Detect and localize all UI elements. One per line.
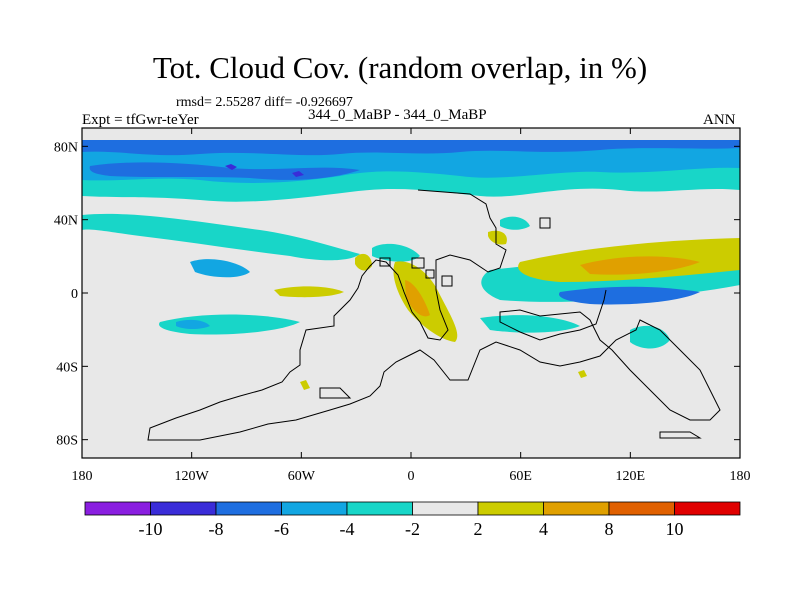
colorbar-label: -10 <box>139 519 163 539</box>
contour-region <box>82 213 360 261</box>
contour-region <box>159 314 300 335</box>
lon-tick-label: 0 <box>408 469 415 484</box>
lon-tick-label: 120E <box>616 469 646 484</box>
latitude-ticks: 80N 40N 0 40S 80S <box>54 140 740 449</box>
colorbar-labels: -10 -8 -6 -4 -2 2 4 8 10 <box>139 519 684 539</box>
lat-tick-label: 40N <box>54 214 78 229</box>
coastline-africa-eurasia <box>147 189 721 441</box>
season-label: ANN <box>703 112 736 128</box>
contour-region <box>190 259 250 278</box>
contour-region <box>488 230 507 245</box>
rmsd-diff-stats: rmsd= 2.55287 diff= -0.926697 <box>176 95 353 110</box>
contour-region <box>630 325 670 349</box>
contour-region <box>500 216 530 230</box>
contour-region <box>225 164 304 177</box>
anomaly-contours <box>82 140 740 390</box>
case-comparison-label: 344_0_MaBP - 344_0_MaBP <box>308 107 487 123</box>
colorbar-swatch <box>84 501 151 516</box>
colorbar-label: 8 <box>605 519 614 539</box>
lon-tick-label: 60E <box>509 469 532 484</box>
coastlines <box>147 189 721 441</box>
colorbar <box>84 501 741 516</box>
colorbar-swatch <box>412 501 479 516</box>
colorbar-swatch <box>543 501 610 516</box>
lat-tick-label: 80N <box>54 140 78 155</box>
contour-region <box>89 162 360 180</box>
contour-region <box>405 280 430 317</box>
map-title: Tot. Cloud Cov. (random overlap, in %) <box>152 50 648 85</box>
colorbar-label: -2 <box>405 519 420 539</box>
colorbar-swatch <box>674 501 741 516</box>
contour-region <box>176 319 210 329</box>
colorbar-label: 4 <box>539 519 548 539</box>
contour-region <box>300 380 310 390</box>
coastline-islands <box>319 217 702 439</box>
lon-tick-label: 180 <box>730 469 751 484</box>
contour-region <box>480 315 580 333</box>
contour-region <box>82 140 740 156</box>
colorbar-swatch <box>477 501 544 516</box>
lon-tick-label: 120W <box>175 469 210 484</box>
colorbar-swatch <box>346 501 413 516</box>
contour-region <box>580 256 700 275</box>
colorbar-swatch <box>215 501 282 516</box>
lat-tick-label: 0 <box>71 287 78 302</box>
experiment-label: Expt = tfGwr-teYer <box>82 112 199 128</box>
colorbar-swatch <box>281 501 348 516</box>
colorbar-label: 2 <box>474 519 483 539</box>
colorbar-label: 10 <box>666 519 684 539</box>
contour-region <box>604 288 613 296</box>
contour-region <box>393 261 458 342</box>
lat-tick-label: 80S <box>56 434 78 449</box>
lat-tick-label: 40S <box>56 360 78 375</box>
contour-region <box>559 286 700 305</box>
lon-tick-label: 180 <box>72 469 93 484</box>
colorbar-label: -4 <box>340 519 355 539</box>
lon-tick-label: 60W <box>288 469 316 484</box>
longitude-ticks: 180 120W 60W 0 60E 120E 180 <box>72 128 751 484</box>
colorbar-label: -8 <box>209 519 224 539</box>
contour-region <box>372 243 420 262</box>
colorbar-swatch <box>150 501 217 516</box>
colorbar-label: -6 <box>274 519 289 539</box>
contour-region <box>274 286 344 298</box>
contour-region <box>578 370 587 378</box>
contour-region <box>355 253 372 271</box>
colorbar-swatch <box>608 501 675 516</box>
